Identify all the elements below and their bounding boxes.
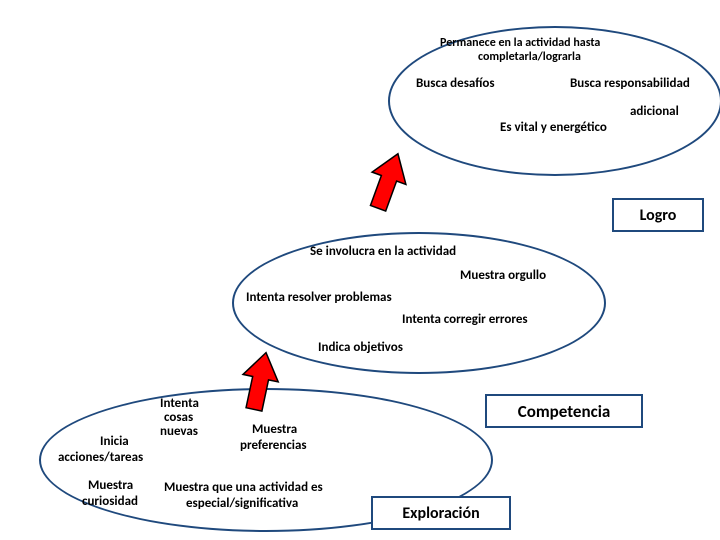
text-involucra: Se involucra en la actividad: [310, 244, 456, 259]
text-especial-1: Muestra que una actividad es: [164, 480, 323, 495]
tag-logro-label: Logro: [640, 206, 677, 225]
text-objetivos: Indica objetivos: [318, 340, 403, 355]
text-inicia-1: Inicia: [100, 434, 129, 449]
text-intenta-3: nuevas: [160, 424, 198, 439]
text-busca-desafios: Busca desafíos: [416, 76, 495, 91]
text-adicional: adicional: [630, 104, 679, 119]
text-inicia-2: acciones/tareas: [58, 450, 143, 465]
tag-logro: Logro: [612, 198, 704, 232]
text-resolver: Intenta resolver problemas: [246, 290, 392, 305]
text-pref-1: Muestra: [252, 422, 297, 437]
text-corregir: Intenta corregir errores: [402, 312, 528, 327]
tag-exploracion: Exploración: [371, 496, 511, 530]
text-permanece-2: completarla/lograrla: [478, 50, 581, 64]
tag-competencia-label: Competencia: [518, 401, 611, 422]
text-curiosidad-2: curiosidad: [82, 494, 138, 509]
text-permanece-1: Permanece en la actividad hasta: [440, 36, 600, 50]
text-curiosidad-1: Muestra: [88, 478, 133, 493]
arrow-up-1: [361, 148, 415, 215]
tag-exploracion-label: Exploración: [402, 504, 479, 523]
text-especial-2: especial/significativa: [186, 496, 298, 511]
text-pref-2: preferencias: [240, 438, 307, 453]
tag-competencia: Competencia: [485, 394, 643, 428]
text-intenta-1: Intenta: [160, 396, 199, 411]
text-intenta-2: cosas: [164, 410, 193, 425]
text-vital: Es vital y energético: [500, 120, 607, 135]
diagram-stage: Logro Competencia Exploración Permanece …: [0, 0, 720, 540]
text-busca-resp: Busca responsabilidad: [570, 76, 690, 91]
text-orgullo: Muestra orgullo: [460, 268, 546, 283]
